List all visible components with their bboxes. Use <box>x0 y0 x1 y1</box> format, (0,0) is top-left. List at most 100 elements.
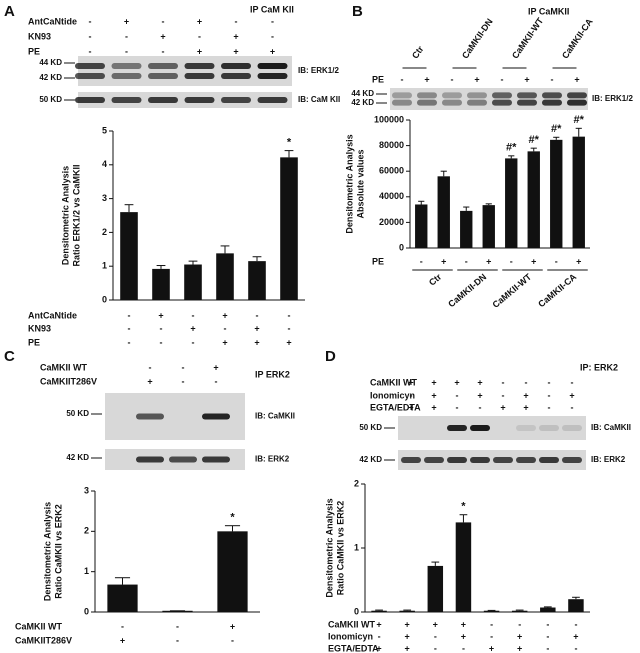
sign: + <box>573 631 578 641</box>
group-label: CaMKII-WT <box>490 271 533 310</box>
row-label: KN93 <box>28 323 51 333</box>
sign: - <box>546 619 549 629</box>
row-label: EGTA/EDTA <box>370 402 421 412</box>
sign: - <box>89 46 92 56</box>
sign: - <box>125 31 128 41</box>
sign: + <box>147 376 152 386</box>
sign: + <box>477 377 482 387</box>
row-label: AntCaNtide <box>28 16 77 26</box>
blot-label: IB: ERK1/2 <box>298 66 339 75</box>
blot-band <box>467 99 487 106</box>
blot-band <box>184 63 215 69</box>
sign: + <box>405 619 410 629</box>
sign: - <box>192 337 195 347</box>
sign: + <box>408 402 413 412</box>
bar <box>437 176 450 248</box>
group-label: CaMKII-CA <box>536 271 578 309</box>
row-label: AntCaNtide <box>28 310 77 320</box>
blot-band <box>567 99 587 106</box>
y-tick-label: 3 <box>102 193 107 203</box>
sign: - <box>548 377 551 387</box>
row-label: PE <box>372 74 384 84</box>
blot-band <box>467 92 487 99</box>
y-axis-label: Densitometric Analysis <box>60 166 70 265</box>
blot-band <box>424 457 444 463</box>
row-label: PE <box>28 46 40 56</box>
bar <box>217 531 248 612</box>
annotation: * <box>230 512 235 524</box>
sign: + <box>441 256 446 266</box>
sign: - <box>518 619 521 629</box>
ip-label: IP CaM KII <box>250 4 294 14</box>
y-tick-label: 0 <box>102 294 107 304</box>
blot-band <box>516 457 536 463</box>
sign: + <box>270 46 275 56</box>
bar <box>427 565 444 612</box>
sign: - <box>256 310 259 320</box>
y-tick-label: 0 <box>354 606 359 616</box>
row-label: Ionomicyn <box>370 390 415 400</box>
sign: + <box>474 74 479 84</box>
sign: - <box>198 31 201 41</box>
sign: - <box>420 256 423 266</box>
sign: - <box>502 377 505 387</box>
sign: + <box>569 390 574 400</box>
blot-band <box>148 73 178 79</box>
sign: + <box>500 402 505 412</box>
sign: + <box>431 402 436 412</box>
row-label: CaMKII WT <box>370 377 417 387</box>
sign: + <box>408 377 413 387</box>
blot-band <box>221 63 251 69</box>
blot-band <box>516 425 536 431</box>
blot-band <box>562 425 582 431</box>
sign: - <box>451 74 454 84</box>
blot-band <box>447 425 467 431</box>
marker-label: 42 KD <box>351 98 374 107</box>
bar <box>505 158 518 248</box>
blot-band <box>148 63 178 69</box>
sign: - <box>401 74 404 84</box>
annotation: #* <box>529 134 540 146</box>
sign: + <box>222 337 227 347</box>
blot-label: IB: CaM KII <box>298 95 340 104</box>
sign: + <box>120 635 125 645</box>
blot-band <box>562 457 582 463</box>
marker-label: 44 KD <box>39 58 62 67</box>
sign: + <box>523 402 528 412</box>
sign: + <box>197 46 202 56</box>
sign: - <box>571 377 574 387</box>
sign: - <box>288 323 291 333</box>
sign: + <box>461 619 466 629</box>
bar <box>415 204 428 248</box>
sign: + <box>523 390 528 400</box>
marker-label: 50 KD <box>359 423 382 432</box>
blot-band <box>75 63 105 69</box>
bar <box>120 212 138 300</box>
bar <box>483 610 500 612</box>
sign: - <box>555 256 558 266</box>
blot-band <box>517 99 537 106</box>
y-tick-label: 4 <box>102 159 107 169</box>
sign: - <box>235 16 238 26</box>
blot-band <box>136 456 164 463</box>
y-axis-label: Densitometric Analysis <box>42 502 52 601</box>
ip-label: IP ERK2 <box>255 369 290 379</box>
row-label: Ionomicyn <box>328 631 373 641</box>
annotation: #* <box>506 142 517 154</box>
blot-band <box>221 73 251 79</box>
bar <box>216 253 234 300</box>
bar <box>511 610 528 612</box>
panel-letter: B <box>352 3 363 20</box>
blot-band <box>493 457 513 463</box>
bar <box>572 136 585 248</box>
annotation: #* <box>574 114 585 126</box>
bar <box>568 599 584 612</box>
blot-label: IB: ERK1/2 <box>592 94 633 103</box>
bar <box>248 261 266 300</box>
sign: - <box>546 643 549 653</box>
sign: - <box>121 621 124 631</box>
sign: - <box>548 390 551 400</box>
y-axis-label: Densitometric Analysis <box>344 134 354 233</box>
y-tick-label: 20000 <box>379 217 404 227</box>
